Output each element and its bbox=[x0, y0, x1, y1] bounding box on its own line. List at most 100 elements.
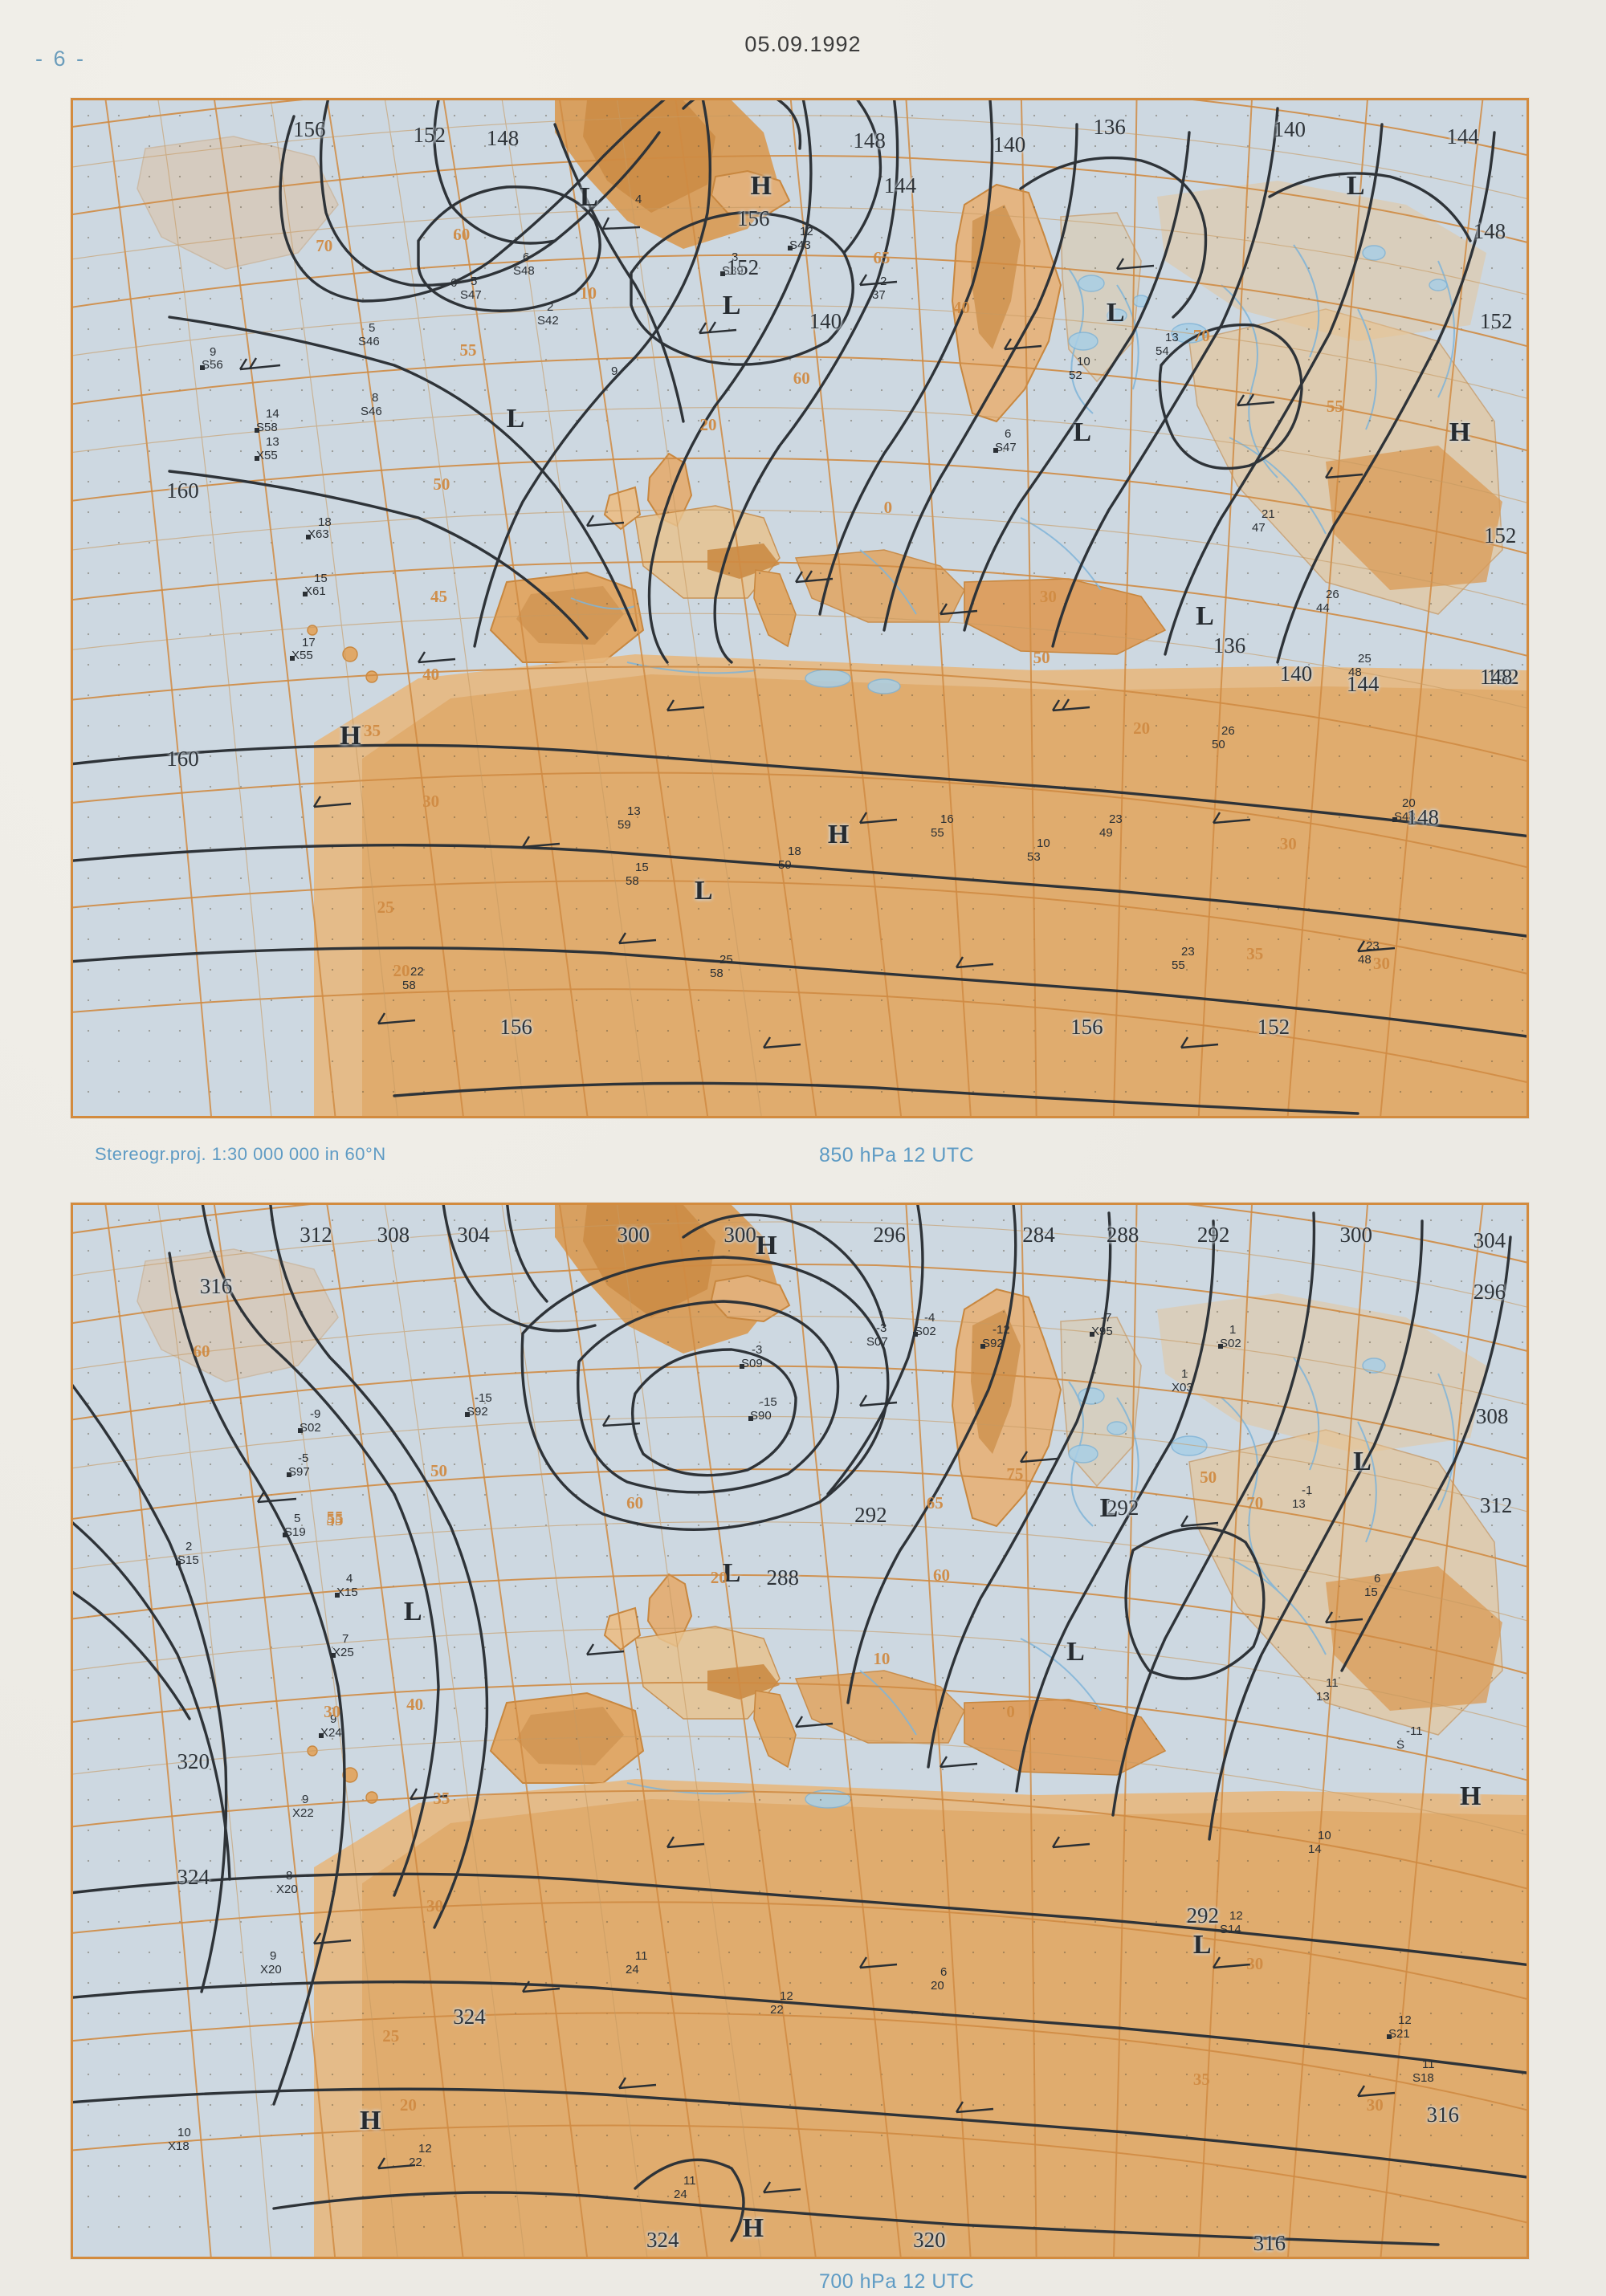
svg-text:S46: S46 bbox=[358, 335, 380, 348]
graticule-label: 20 bbox=[393, 960, 410, 980]
svg-text:S47: S47 bbox=[995, 441, 1017, 454]
graticule-label: 30 bbox=[426, 1896, 444, 1916]
graticule-label: 0 bbox=[883, 498, 893, 518]
svg-text:5: 5 bbox=[294, 1512, 300, 1525]
svg-text:22: 22 bbox=[770, 2003, 784, 2017]
svg-text:58: 58 bbox=[402, 979, 416, 992]
pressure-centre-symbol: L bbox=[580, 181, 598, 212]
svg-text:S02: S02 bbox=[1220, 1337, 1241, 1350]
svg-text:10: 10 bbox=[1037, 837, 1050, 850]
svg-text:S47: S47 bbox=[460, 288, 482, 302]
svg-text:X55: X55 bbox=[256, 449, 278, 462]
svg-text:X25: X25 bbox=[332, 1646, 354, 1659]
pressure-centre-symbol: L bbox=[694, 876, 713, 906]
contour-height-label: 288 bbox=[766, 1565, 799, 1590]
svg-text:S48: S48 bbox=[1394, 810, 1416, 824]
svg-text:X24: X24 bbox=[320, 1726, 342, 1740]
pressure-centre-symbol: H bbox=[1449, 417, 1471, 448]
svg-text:48: 48 bbox=[1348, 666, 1362, 679]
graticule-label: 65 bbox=[926, 1492, 944, 1512]
svg-text:11: 11 bbox=[683, 2174, 696, 2188]
svg-text:4: 4 bbox=[346, 1572, 353, 1586]
contour-height-label: 156 bbox=[736, 206, 770, 230]
svg-text:20: 20 bbox=[931, 1979, 944, 1993]
pressure-centre-symbol: L bbox=[403, 1597, 422, 1627]
pressure-centre-symbol: H bbox=[750, 170, 772, 201]
contour-height-label: 296 bbox=[873, 1222, 906, 1247]
pressure-centre-symbol: H bbox=[340, 721, 361, 751]
pressure-centre-symbol: L bbox=[722, 291, 741, 321]
contour-height-label: 156 bbox=[1070, 1014, 1103, 1039]
projection-caption: Stereogr.proj. 1:30 000 000 in 60°N bbox=[95, 1144, 386, 1164]
svg-text:5: 5 bbox=[471, 275, 477, 288]
svg-text:58: 58 bbox=[710, 967, 724, 980]
graticule-label: 60 bbox=[193, 1341, 210, 1362]
svg-text:26: 26 bbox=[1326, 588, 1339, 601]
svg-text:6: 6 bbox=[523, 250, 529, 264]
graticule-label: 30 bbox=[324, 1702, 341, 1722]
caption-850hpa: 850 hPa 12 UTC bbox=[819, 1144, 975, 1166]
contour-height-label: 292 bbox=[1106, 1496, 1139, 1520]
contour-height-label: 156 bbox=[292, 117, 326, 142]
svg-text:58: 58 bbox=[626, 874, 639, 888]
graticule-label: 50 bbox=[1200, 1467, 1217, 1487]
pressure-centre-symbol: H bbox=[742, 2213, 764, 2244]
graticule-label: 50 bbox=[433, 474, 450, 494]
contour-height-label: 320 bbox=[177, 1749, 210, 1774]
svg-text:12: 12 bbox=[1229, 1909, 1243, 1923]
graticule-label: 50 bbox=[430, 1461, 448, 1481]
pressure-centre-symbol: L bbox=[1353, 1447, 1372, 1477]
pressure-centre-symbol: L bbox=[1066, 1637, 1085, 1667]
graticule-label: 25 bbox=[377, 897, 394, 917]
svg-text:-15: -15 bbox=[760, 1395, 777, 1409]
graticule-label: 10 bbox=[873, 1648, 891, 1668]
svg-text:S02: S02 bbox=[915, 1325, 936, 1338]
svg-text:-7: -7 bbox=[1101, 1311, 1111, 1325]
svg-text:12: 12 bbox=[418, 2142, 432, 2156]
graticule-label: 35 bbox=[1246, 943, 1264, 963]
graticule-label: 40 bbox=[952, 297, 970, 317]
svg-text:2: 2 bbox=[185, 1540, 192, 1553]
graticule-label: 35 bbox=[433, 1788, 450, 1808]
contour-height-label: 140 bbox=[993, 132, 1026, 157]
svg-text:24: 24 bbox=[674, 2188, 687, 2201]
chart-700hpa[interactable]: 2 S15 -4 S02 -3 S09 -3 S07 -15 S92 -15 S90 -9 S… bbox=[71, 1203, 1529, 2259]
pressure-centre-symbol: L bbox=[1196, 600, 1214, 631]
graticule-label: 20 bbox=[1133, 718, 1151, 738]
svg-text:S15: S15 bbox=[177, 1553, 199, 1567]
svg-text:13: 13 bbox=[1316, 1690, 1330, 1704]
svg-text:14: 14 bbox=[1308, 1842, 1322, 1856]
svg-text:2: 2 bbox=[880, 275, 887, 288]
graticule-label: 40 bbox=[406, 1695, 424, 1715]
svg-text:-9: -9 bbox=[310, 1407, 320, 1421]
svg-text:55: 55 bbox=[1172, 959, 1185, 972]
contour-height-label: 140 bbox=[1279, 662, 1313, 686]
svg-text:25: 25 bbox=[1358, 652, 1372, 666]
svg-text:S42: S42 bbox=[537, 314, 559, 328]
contour-height-label: 316 bbox=[1253, 2230, 1286, 2255]
graticule-label: 60 bbox=[626, 1492, 644, 1512]
contour-height-label: 312 bbox=[1479, 1492, 1513, 1517]
svg-text:X55: X55 bbox=[291, 649, 313, 662]
svg-text:9: 9 bbox=[611, 364, 618, 378]
contour-height-label: 136 bbox=[1213, 633, 1246, 658]
graticule-label: 20 bbox=[699, 414, 717, 434]
svg-text:X15: X15 bbox=[336, 1586, 358, 1599]
svg-text:6: 6 bbox=[1374, 1572, 1380, 1586]
contour-height-label: 160 bbox=[166, 478, 199, 503]
svg-text:14: 14 bbox=[266, 407, 279, 421]
graticule-label: 30 bbox=[1366, 2095, 1384, 2115]
contour-height-label: 292 bbox=[854, 1503, 887, 1528]
contour-height-label: 148 bbox=[1473, 218, 1506, 243]
svg-text:1: 1 bbox=[1229, 1323, 1236, 1337]
contour-height-label: 136 bbox=[1093, 114, 1126, 139]
contour-height-label: 148 bbox=[1479, 664, 1513, 689]
graticule-label: 70 bbox=[316, 235, 333, 255]
graticule-label: 60 bbox=[793, 368, 810, 388]
svg-text:X63: X63 bbox=[308, 527, 329, 541]
graticule-label: 0 bbox=[1006, 1702, 1015, 1722]
svg-text:X20: X20 bbox=[260, 1963, 282, 1976]
graticule-label: 10 bbox=[580, 283, 597, 303]
